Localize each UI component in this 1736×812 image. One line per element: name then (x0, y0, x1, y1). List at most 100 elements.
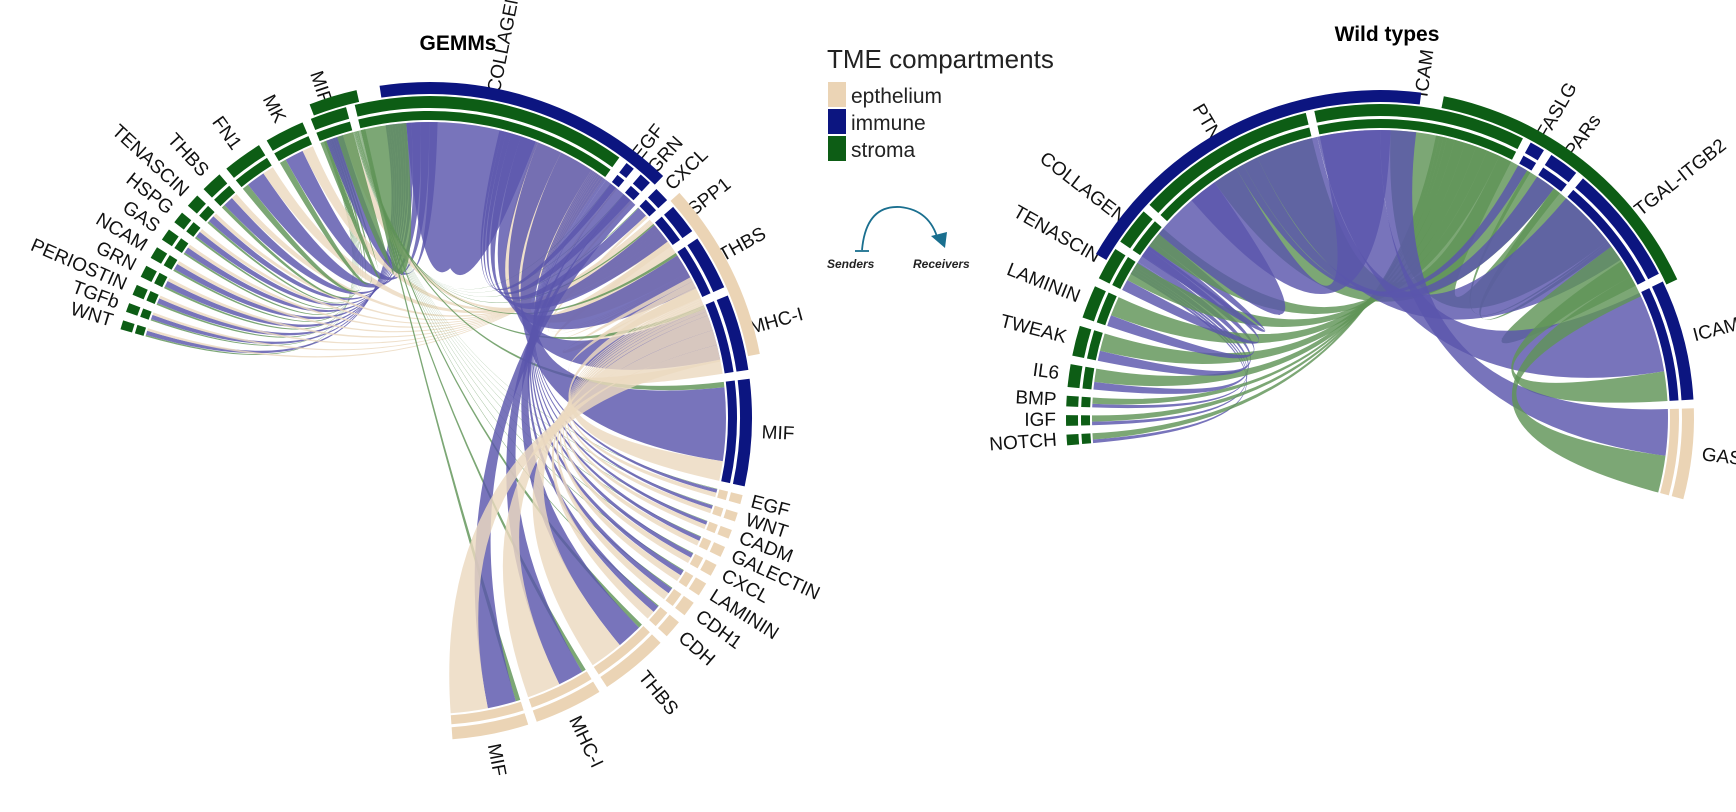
sender-track-inner (1081, 415, 1091, 426)
sender-track-inner (665, 588, 682, 607)
chord-diagram-gemms: WNTTGFbPERIOSTINGRNNCAMGASHSPGTENASCINTH… (28, 0, 823, 778)
sector-label: COLLAGEN (1035, 148, 1130, 228)
sender-sector-arc (187, 195, 206, 214)
legend-label-epithelium: epthelium (851, 85, 942, 108)
legend-label-stroma: stroma (851, 139, 916, 162)
sender-sector-arc (657, 614, 679, 637)
sector-label: MHC-I (564, 713, 607, 772)
sender-track-inner (639, 199, 657, 217)
sender-track-inner (712, 505, 724, 517)
sender-receiver-guide: Senders Receivers (827, 206, 970, 271)
sender-sector-arc (310, 107, 350, 131)
sender-track-inner (649, 607, 668, 627)
sender-track-inner (1086, 330, 1103, 361)
sender-track-inner (689, 553, 704, 569)
sender-sector-arc (1067, 364, 1083, 389)
sector-label: ICAM (1411, 48, 1438, 98)
ribbon (263, 167, 663, 314)
ribbon-group (145, 122, 726, 714)
sender-sector-arc (1082, 286, 1106, 322)
legend: TME compartments epthelium immune stroma (827, 44, 1054, 162)
gemms-title: GEMMs (419, 32, 496, 55)
sender-sector-arc (1065, 415, 1079, 426)
ribbon (247, 122, 421, 288)
ribbon (497, 136, 697, 330)
ribbon (1257, 136, 1621, 320)
wild-types-title: Wild types (1335, 23, 1440, 46)
sender-sector-arc (354, 95, 620, 168)
sender-sector-arc (688, 577, 707, 596)
sender-sector-arc (1524, 142, 1544, 161)
receiver-sector-arc (670, 192, 760, 357)
sender-sector-arc (120, 320, 135, 333)
arrowhead-icon (931, 232, 947, 248)
sender-track-inner (1096, 292, 1117, 326)
sender-sector-arc (732, 378, 752, 487)
ribbon (1122, 241, 1260, 344)
sector-label: MIF (483, 742, 510, 778)
sender-sector-arc (532, 681, 600, 722)
sector-label: FN1 (207, 113, 245, 154)
sender-sector-arc (1098, 248, 1126, 284)
sender-track-inner (274, 136, 313, 162)
sender-sector-arc (266, 122, 308, 151)
legend-title: TME compartments (827, 44, 1054, 74)
sender-track-inner (214, 185, 236, 207)
sender-track-inner (721, 380, 737, 484)
sender-track-inner (654, 216, 681, 246)
sender-track-inner (1538, 167, 1567, 192)
sender-sector-arc (1671, 408, 1694, 500)
sender-track-inner (1132, 221, 1162, 256)
sender-track-inner (146, 291, 159, 304)
ribbon (1107, 248, 1255, 359)
ribbon (320, 136, 381, 280)
ribbon (474, 195, 636, 709)
ribbon (1243, 157, 1555, 298)
sector-label: TENASCIN (1009, 202, 1103, 268)
sector-label: MK (258, 92, 290, 127)
ribbon-group (1092, 129, 1668, 493)
sector-label: MIF (761, 422, 795, 444)
ribbon (1110, 142, 1477, 344)
sender-track-inner (186, 222, 201, 237)
sender-sector-arc (717, 525, 732, 539)
sender-sector-arc (728, 492, 743, 505)
sender-track-inner (611, 174, 625, 188)
sector-label: THBS (634, 667, 682, 719)
sector-label: BMP (1015, 387, 1057, 410)
legend-label-immune: immune (851, 112, 926, 135)
sender-track-inner (1641, 288, 1679, 401)
sender-track-inner (677, 246, 711, 297)
ribbon (208, 122, 409, 300)
sender-sector-arc (600, 634, 661, 687)
sender-track-inner (450, 701, 524, 725)
sender-sector-arc (150, 247, 168, 264)
curved-arrow-icon (861, 206, 939, 251)
sender-sector-arc (174, 212, 192, 230)
sender-track-inner (1317, 119, 1517, 160)
sender-track-inner (235, 157, 272, 188)
sender-sector-arc (632, 174, 650, 192)
ribbon (486, 132, 647, 300)
sender-track-inner (705, 301, 734, 374)
sender-sector-arc (619, 162, 634, 179)
ribbon (490, 133, 668, 310)
sector-label: MHC-I (747, 304, 806, 339)
sender-track-inner (140, 308, 152, 320)
ribbon (556, 308, 707, 600)
sender-sector-arc (203, 174, 228, 198)
sender-track-inner (593, 626, 650, 675)
sender-track-inner (624, 185, 640, 201)
sender-sector-arc (709, 542, 726, 557)
sender-track-inner (1567, 189, 1646, 285)
sender-track-inner (717, 489, 729, 501)
sender-track-inner (706, 521, 718, 534)
sender-sector-arc (700, 559, 717, 576)
sender-track-inner (1160, 127, 1312, 222)
legend-swatch-epithelium (828, 82, 846, 107)
ribbon (568, 287, 723, 481)
sender-sector-arc (126, 303, 141, 316)
